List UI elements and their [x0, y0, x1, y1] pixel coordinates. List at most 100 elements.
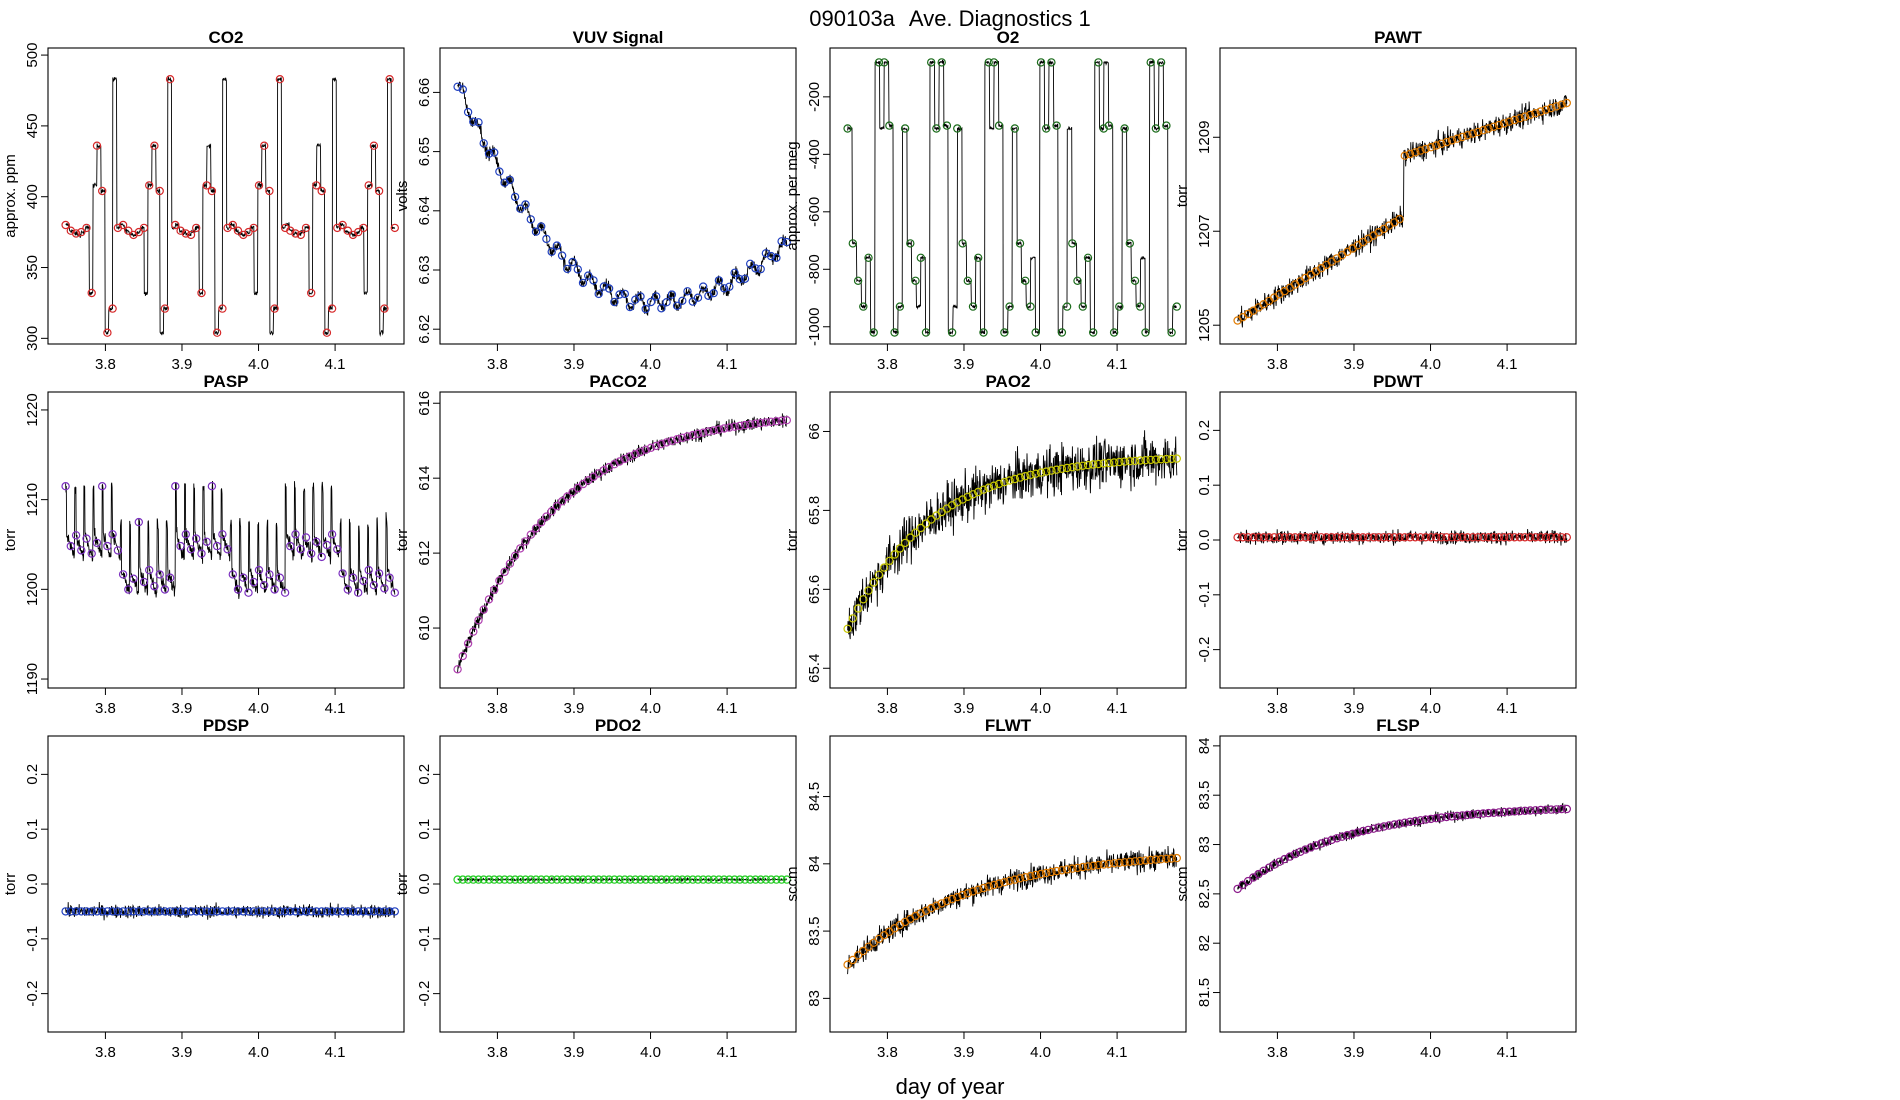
data-point — [469, 875, 478, 884]
data-point — [1473, 809, 1483, 819]
data-point — [150, 141, 159, 150]
data-point — [942, 897, 952, 906]
data-point — [766, 251, 776, 261]
x-tick-label: 4.0 — [640, 700, 661, 717]
panels-grid: CO2 3.8 3.9 4.0 4.1 300 350 400 450 500 approx. pp… — [2, 28, 1577, 1061]
data-point — [1130, 857, 1140, 866]
panel-pdo2: PDO2 3.8 3.9 4.0 4.1 -0.2 -0.1 0.0 0.1 0.2 torr — [394, 716, 797, 1061]
data-point — [322, 907, 332, 916]
data-point — [458, 85, 467, 94]
data-point — [286, 907, 295, 916]
data-point — [869, 328, 878, 337]
y-tick-label: 6.64 — [416, 196, 433, 225]
data-point — [1233, 884, 1242, 894]
data-point — [228, 907, 237, 916]
data-point — [625, 875, 635, 884]
data-point — [843, 960, 852, 969]
data-point — [97, 907, 107, 916]
data-point — [646, 875, 656, 884]
data-point — [688, 430, 698, 440]
data-point — [699, 428, 708, 437]
data-point — [296, 230, 305, 240]
data-point — [1031, 328, 1040, 337]
data-point — [223, 545, 232, 554]
data-point — [874, 570, 884, 580]
y-tick-label: 83 — [1196, 836, 1213, 853]
data-point — [777, 416, 786, 425]
data-point — [1536, 533, 1545, 542]
data-point — [557, 251, 567, 260]
data-point — [1026, 302, 1035, 311]
y-tick-label: 610 — [416, 616, 433, 641]
data-point — [469, 627, 478, 636]
plot-frame — [439, 735, 797, 1033]
data-point — [390, 588, 399, 597]
data-point — [963, 276, 973, 285]
data-point — [291, 907, 300, 916]
data-point — [108, 907, 117, 916]
data-point — [1395, 819, 1404, 828]
data-point — [683, 875, 692, 884]
data-point — [1478, 125, 1488, 135]
data-point — [155, 186, 164, 196]
data-point — [947, 328, 957, 337]
data-point — [333, 907, 342, 916]
plot-frame — [47, 735, 405, 1033]
data-point — [260, 907, 269, 916]
data-point — [573, 265, 583, 274]
data-point — [244, 227, 253, 237]
data-point — [191, 534, 201, 543]
data-point — [1151, 455, 1161, 464]
data-point — [652, 292, 661, 301]
x-tick-label: 4.1 — [1107, 356, 1128, 373]
data-point — [1259, 533, 1268, 542]
data-point — [1546, 103, 1556, 113]
data-point — [1447, 812, 1457, 821]
data-point — [880, 58, 889, 67]
data-point — [1525, 533, 1535, 542]
y-tick-label: -0.1 — [1196, 582, 1213, 608]
data-point — [1525, 110, 1535, 120]
x-tick-label: 4.0 — [1030, 356, 1051, 373]
data-trace — [65, 76, 396, 337]
y-axis-label: torr — [784, 529, 801, 552]
data-point — [895, 544, 905, 553]
data-point — [1557, 100, 1566, 109]
data-point — [531, 524, 541, 533]
data-point — [1115, 302, 1124, 311]
data-point — [657, 439, 666, 449]
data-point — [463, 639, 473, 648]
data-point — [542, 875, 551, 884]
data-point — [129, 907, 138, 916]
panel-flwt: FLWT 3.8 3.9 4.0 4.1 83 83.5 84 84.5 sccm — [784, 716, 1187, 1061]
data-point — [1322, 533, 1331, 542]
data-point — [1515, 114, 1525, 123]
data-point — [301, 907, 311, 916]
data-point — [1546, 805, 1556, 814]
data-point — [1405, 149, 1415, 159]
data-point — [1531, 806, 1540, 815]
panel-pdwt: PDWT 3.8 3.9 4.0 4.1 -0.2 -0.1 0.0 0.1 0.2 torr — [1174, 372, 1577, 717]
data-point — [1036, 58, 1046, 67]
data-point — [1088, 861, 1098, 871]
y-tick-label: 500 — [24, 43, 41, 68]
data-point — [66, 541, 76, 551]
data-point — [82, 223, 91, 233]
data-point — [1390, 820, 1399, 829]
data-point — [71, 531, 81, 540]
data-point — [725, 423, 734, 432]
y-tick-label: 6.62 — [416, 315, 433, 344]
y-tick-label: 614 — [416, 466, 433, 491]
data-point — [1167, 854, 1176, 863]
data-point — [233, 585, 243, 594]
data-point — [1036, 869, 1046, 879]
data-point — [652, 441, 661, 451]
data-point — [636, 447, 645, 457]
panel-title: PAO2 — [985, 372, 1030, 391]
data-point — [71, 907, 81, 916]
data-point — [244, 588, 253, 597]
data-point — [254, 907, 264, 916]
x-tick-label: 4.0 — [1420, 356, 1441, 373]
data-point — [751, 264, 760, 273]
data-point — [1005, 876, 1014, 886]
